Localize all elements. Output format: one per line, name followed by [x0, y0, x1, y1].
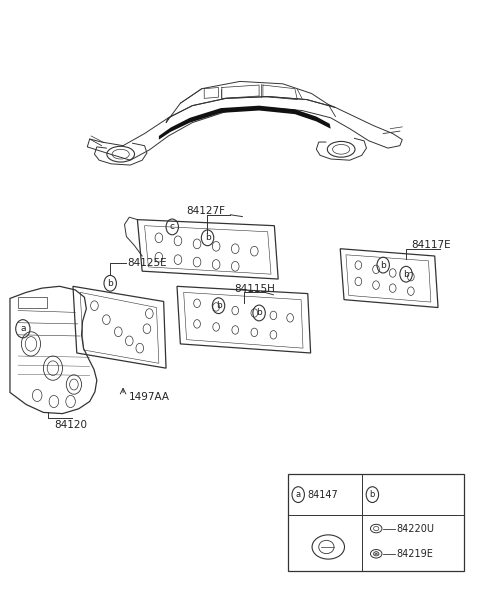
Text: a: a — [296, 490, 301, 499]
Text: 84117E: 84117E — [411, 240, 450, 250]
Polygon shape — [159, 105, 331, 139]
Text: b: b — [370, 490, 375, 499]
Text: b: b — [216, 301, 221, 310]
Text: 84125E: 84125E — [127, 258, 167, 269]
Text: c: c — [170, 222, 175, 231]
Text: 84147: 84147 — [308, 490, 338, 499]
Text: 84220U: 84220U — [396, 524, 434, 533]
Text: 84127F: 84127F — [187, 206, 226, 216]
Text: b: b — [403, 270, 409, 279]
Bar — [288, 474, 464, 571]
Text: b: b — [108, 279, 113, 288]
Text: b: b — [380, 261, 386, 270]
Text: b: b — [256, 309, 262, 317]
Text: b: b — [204, 233, 210, 242]
Bar — [18, 297, 47, 308]
Text: 1497AA: 1497AA — [128, 392, 169, 402]
Text: 84219E: 84219E — [396, 549, 433, 559]
Text: a: a — [20, 324, 25, 333]
Text: 84120: 84120 — [54, 420, 87, 429]
Text: 84115H: 84115H — [234, 284, 275, 294]
